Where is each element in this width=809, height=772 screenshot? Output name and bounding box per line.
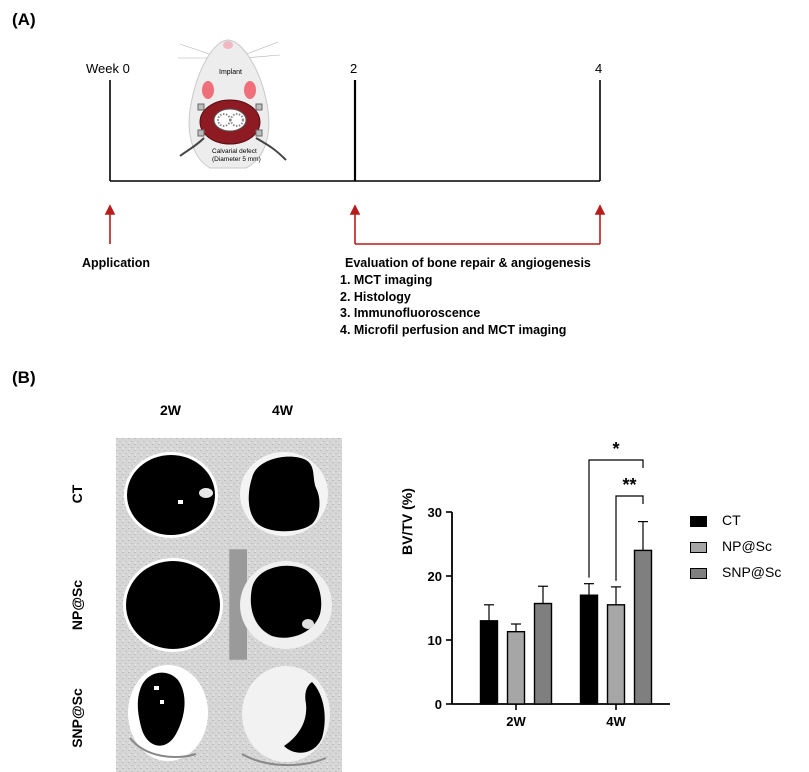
- evaluation-item: 4. Microfil perfusion and MCT imaging: [340, 322, 567, 337]
- microct-np-2w: [116, 549, 229, 660]
- implant-label: Implant: [219, 69, 242, 76]
- chart-legend: CT NP@Sc SNP@Sc: [690, 512, 808, 592]
- y-tick-label: 0: [435, 697, 442, 712]
- x-tick-label: 2W: [506, 714, 526, 729]
- evaluation-item: 2. Histology: [340, 289, 411, 304]
- legend-label-snp: SNP@Sc: [722, 564, 782, 580]
- bar: [606, 604, 626, 705]
- significance-label: **: [622, 475, 636, 495]
- panel-a-label: (A): [12, 10, 36, 29]
- evaluation-list: 1. MCT imaging 2. Histology 3. Immunoflu…: [340, 272, 566, 338]
- tick-label-week2: 2: [350, 61, 358, 76]
- rat-illustration: [178, 39, 287, 169]
- x-tick-label: 4W: [606, 714, 626, 729]
- significance-label: *: [612, 439, 619, 459]
- bar: [533, 602, 553, 705]
- microct-ct-4w: [229, 438, 342, 549]
- y-tick-label: 10: [428, 633, 442, 648]
- microct-ct-2w: [116, 438, 229, 549]
- evaluation-title: Evaluation of bone repair & angiogenesis: [345, 256, 591, 270]
- red-arrows: [104, 204, 606, 245]
- y-axis-label: BV/TV (%): [399, 488, 415, 555]
- column-header-2w: 2W: [160, 402, 181, 418]
- y-tick-label: 30: [428, 505, 442, 520]
- bar: [579, 594, 599, 705]
- tick-label-week0: Week 0: [86, 61, 130, 76]
- legend-swatch-ct: [690, 516, 707, 527]
- significance-bracket: [588, 459, 644, 578]
- microct-np-4w: [229, 549, 342, 660]
- legend-swatch-np: [690, 542, 707, 553]
- application-label: Application: [82, 256, 151, 270]
- significance-bracket: [615, 495, 644, 581]
- microct-image-grid: [116, 438, 342, 772]
- microct-snp-4w: [229, 660, 342, 772]
- row-header-ct: CT: [69, 484, 85, 504]
- bar: [506, 630, 526, 705]
- bv-tv-bar-chart: 0 10 20 30 2W 4W ***: [428, 439, 670, 729]
- defect-label: Calvarial defect: [212, 148, 257, 155]
- evaluation-item: 3. Immunofluoroscence: [340, 306, 481, 320]
- defect-sub-label: (Diameter 5 mm): [212, 156, 261, 163]
- evaluation-item: 1. MCT imaging: [340, 273, 433, 287]
- tick-label-week4: 4: [595, 61, 603, 76]
- column-header-4w: 4W: [272, 402, 293, 418]
- legend-label-np: NP@Sc: [722, 538, 772, 554]
- bar: [479, 620, 499, 705]
- legend-label-ct: CT: [722, 512, 741, 528]
- timeline-svg: [104, 39, 606, 245]
- row-header-snp: SNP@Sc: [69, 688, 85, 748]
- panel-b-label: (B): [12, 368, 36, 387]
- y-tick-label: 20: [428, 569, 442, 584]
- legend-swatch-snp: [690, 568, 707, 579]
- bar: [633, 549, 653, 705]
- row-header-np: NP@Sc: [69, 579, 85, 631]
- microct-snp-2w: [116, 660, 229, 772]
